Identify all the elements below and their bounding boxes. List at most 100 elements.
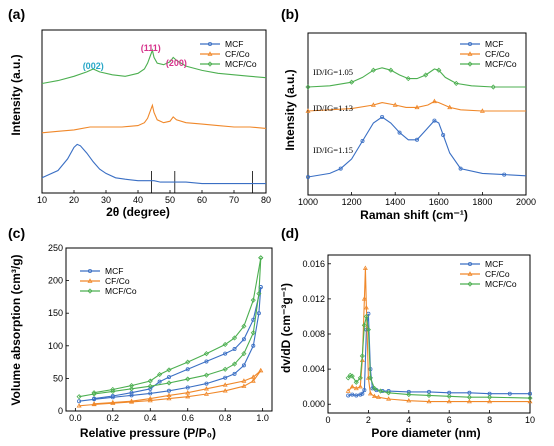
isotherm-marker-c	[222, 388, 228, 393]
series-marker-b	[338, 166, 343, 171]
series-marker-d	[350, 392, 355, 397]
legend-label-b: MCF	[485, 39, 503, 49]
series-marker-d	[371, 385, 378, 391]
legend-marker-c	[88, 268, 93, 273]
isotherm-marker-c	[185, 376, 191, 382]
xtick-label-a: 70	[229, 195, 239, 205]
series-marker-d	[365, 327, 371, 333]
isotherm-marker-c	[185, 390, 191, 395]
xtick-label-d: 8	[487, 415, 492, 425]
series-marker-d	[406, 392, 412, 398]
isotherm-marker-c	[110, 386, 116, 393]
legend-label-d: MCF/Co	[485, 279, 517, 289]
isotherm-marker-c	[231, 335, 238, 341]
plot-frame-c	[65, 247, 273, 412]
xtick-label-a: 40	[133, 195, 143, 205]
series-marker-d	[527, 398, 533, 404]
xtick-label-d: 2	[366, 415, 371, 425]
series-marker-d	[527, 395, 533, 401]
series-line-d	[348, 313, 530, 396]
ratio-annotation-b: ID/IG=1.05	[313, 67, 353, 77]
legend-marker-b	[467, 51, 473, 56]
series-marker-d	[487, 398, 493, 404]
isotherm-marker-c	[110, 394, 115, 399]
series-marker-b	[502, 172, 507, 177]
isotherm-marker-c	[77, 399, 82, 404]
legend-label-c: CF/Co	[105, 276, 130, 286]
isotherm-marker-c	[157, 379, 162, 384]
legend-marker-b	[467, 61, 473, 67]
isotherm-desorption-c	[94, 370, 262, 405]
series-line-b	[307, 100, 526, 112]
isotherm-marker-c	[128, 383, 135, 389]
isotherm-marker-c	[157, 371, 163, 378]
isotherm-marker-c	[222, 382, 228, 387]
isotherm-marker-c	[251, 343, 256, 348]
series-marker-d	[467, 390, 472, 395]
isotherm-marker-c	[203, 386, 209, 391]
isotherm-marker-c	[91, 390, 97, 396]
isotherm-adsorption-c	[79, 287, 262, 402]
isotherm-marker-c	[147, 395, 153, 401]
series-marker-d	[426, 392, 432, 399]
series-marker-d	[466, 398, 472, 404]
xtick-label-a: 60	[197, 195, 207, 205]
isotherm-marker-c	[241, 383, 247, 388]
series-marker-b	[432, 118, 437, 123]
isotherm-adsorption-c	[79, 370, 262, 407]
series-marker-b	[370, 67, 376, 73]
isotherm-marker-c	[148, 386, 153, 391]
ratio-annotation-b: ID/IG=1.13	[313, 103, 353, 113]
ytick-label-d: 0.000	[302, 399, 325, 409]
series-marker-d	[363, 313, 369, 320]
isotherm-marker-c	[185, 359, 191, 365]
series-marker-b	[392, 102, 398, 107]
series-marker-d	[358, 392, 363, 397]
xtick-label-c: 0.4	[144, 413, 157, 423]
legend-label-d: MCF	[485, 259, 503, 269]
isotherm-marker-c	[76, 394, 82, 400]
series-marker-d	[360, 391, 365, 396]
series-marker-b	[458, 166, 463, 171]
plot-frame-b	[307, 32, 527, 196]
isotherm-marker-c	[203, 351, 210, 357]
series-marker-b	[414, 137, 419, 142]
series-marker-b	[405, 76, 411, 82]
isotherm-marker-c	[250, 374, 256, 379]
isotherm-marker-c	[185, 385, 190, 390]
isotherm-marker-c	[91, 401, 97, 406]
series-marker-d	[406, 389, 411, 394]
isotherm-marker-c	[166, 395, 172, 401]
isotherm-marker-c	[258, 255, 264, 261]
legend-label-c: MCF/Co	[105, 286, 137, 296]
series-marker-b	[453, 80, 459, 86]
legend-label-b: CF/Co	[485, 49, 510, 59]
series-marker-d	[406, 397, 412, 403]
ytick-label-c: 0	[58, 406, 63, 416]
series-marker-b	[479, 108, 485, 113]
ylabel-a: Intensity (a.u.)	[9, 54, 23, 135]
legend-label-c: MCF	[105, 266, 123, 276]
legend-marker-a	[207, 61, 213, 67]
legend-marker-d	[467, 261, 472, 266]
isotherm-marker-c	[232, 347, 237, 352]
isotherm-marker-c	[222, 341, 228, 348]
ytick-label-c: 200	[48, 276, 63, 286]
series-marker-b	[431, 98, 437, 104]
xtick-label-b: 1800	[472, 197, 492, 207]
series-marker-d	[362, 388, 367, 393]
series-marker-b	[370, 102, 376, 107]
isotherm-marker-c	[231, 361, 238, 367]
ytick-label-c: 50	[53, 373, 63, 383]
xtick-label-a: 20	[69, 195, 79, 205]
isotherm-marker-c	[147, 383, 153, 389]
series-line-a	[41, 48, 267, 85]
isotherm-marker-c	[76, 403, 82, 408]
series-line-d	[347, 316, 531, 399]
series-marker-d	[386, 390, 392, 396]
xtick-label-b: 1000	[298, 197, 318, 207]
legend-marker-d	[467, 271, 473, 276]
legend-label-a: CF/Co	[225, 49, 250, 59]
isotherm-marker-c	[241, 337, 246, 342]
